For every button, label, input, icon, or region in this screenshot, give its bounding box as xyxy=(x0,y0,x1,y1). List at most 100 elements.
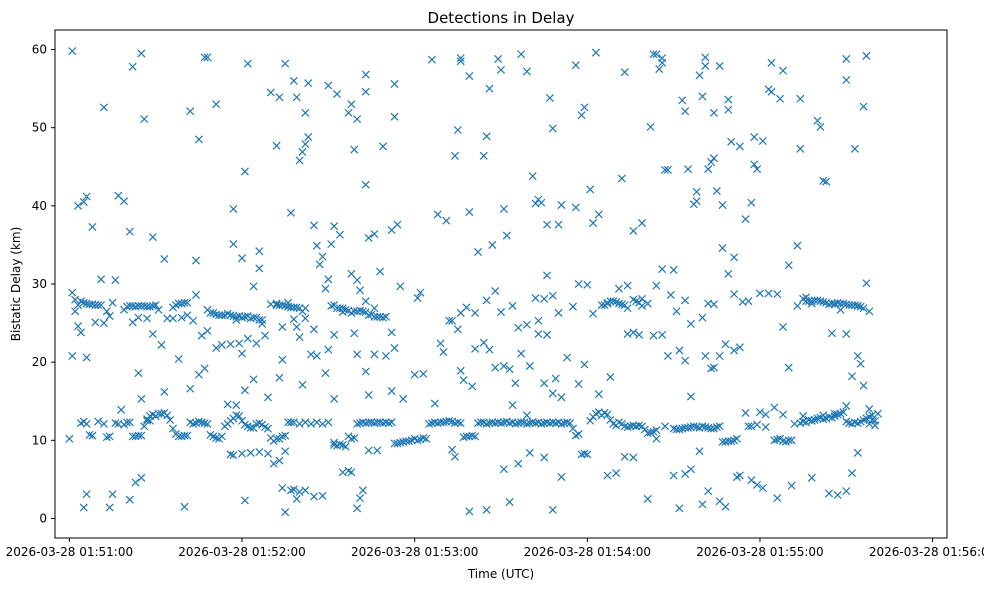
data-point xyxy=(298,147,307,156)
data-point xyxy=(709,108,718,117)
data-point xyxy=(741,408,750,417)
data-point xyxy=(318,419,327,428)
data-point xyxy=(735,142,744,151)
data-point xyxy=(580,103,589,112)
data-point xyxy=(511,379,520,388)
data-point xyxy=(295,333,304,342)
x-tick-label: 2026-03-28 01:53:00 xyxy=(351,545,478,559)
data-point xyxy=(269,459,278,468)
data-point xyxy=(531,294,540,303)
data-point xyxy=(453,325,462,334)
data-point xyxy=(678,96,687,105)
data-point xyxy=(471,308,480,317)
data-point xyxy=(652,281,661,290)
data-point xyxy=(134,369,143,378)
data-point xyxy=(379,142,388,151)
data-point xyxy=(689,422,698,431)
data-point xyxy=(499,204,508,213)
data-point xyxy=(609,297,618,306)
data-point xyxy=(669,265,678,274)
data-point xyxy=(249,313,258,322)
data-point xyxy=(744,422,753,431)
data-point xyxy=(301,140,310,149)
data-point xyxy=(704,165,713,174)
data-point xyxy=(684,165,693,174)
data-point xyxy=(476,418,485,427)
data-point xyxy=(715,61,724,70)
data-point xyxy=(862,279,871,288)
data-point xyxy=(102,307,111,316)
data-point xyxy=(715,351,724,360)
data-point xyxy=(686,465,695,474)
data-point xyxy=(574,430,583,439)
data-point xyxy=(761,410,770,419)
data-point xyxy=(281,431,290,440)
data-point xyxy=(88,222,97,231)
data-point xyxy=(163,314,172,323)
data-point xyxy=(629,453,638,462)
y-tick-label: 0 xyxy=(39,511,47,525)
data-point xyxy=(537,419,546,428)
data-point xyxy=(194,417,203,426)
data-point xyxy=(865,405,874,414)
data-point xyxy=(350,145,359,154)
data-point xyxy=(842,54,851,63)
data-point xyxy=(214,311,224,320)
data-point xyxy=(626,422,635,431)
data-point xyxy=(128,318,137,327)
data-point xyxy=(102,433,111,442)
data-point xyxy=(97,275,106,284)
data-point xyxy=(488,418,497,427)
data-point xyxy=(292,494,301,503)
data-point xyxy=(672,307,681,316)
data-point xyxy=(465,432,474,441)
data-point xyxy=(873,409,882,418)
data-point xyxy=(649,331,658,340)
data-point xyxy=(137,473,146,482)
data-point xyxy=(491,419,500,428)
data-point xyxy=(419,433,428,442)
data-point xyxy=(272,141,281,150)
y-tick-label: 50 xyxy=(32,121,47,135)
data-point xyxy=(94,417,103,426)
data-point xyxy=(238,349,247,358)
data-point xyxy=(137,431,146,440)
data-point xyxy=(859,102,868,111)
data-point xyxy=(154,305,163,314)
data-point xyxy=(281,301,290,310)
data-point xyxy=(261,331,270,340)
data-point xyxy=(350,433,359,442)
data-point xyxy=(301,418,310,427)
data-point xyxy=(853,301,862,310)
data-point xyxy=(292,303,301,312)
data-point xyxy=(289,76,298,85)
data-point xyxy=(848,372,857,381)
data-point xyxy=(620,452,629,461)
data-point xyxy=(361,367,370,376)
data-point xyxy=(99,419,108,428)
data-point xyxy=(735,471,744,480)
data-point xyxy=(255,247,264,256)
data-point xyxy=(730,253,739,262)
data-point xyxy=(355,286,365,295)
data-point xyxy=(770,403,779,412)
data-point xyxy=(557,201,566,210)
data-point xyxy=(157,409,166,418)
data-point xyxy=(718,201,727,210)
data-point xyxy=(295,156,304,165)
data-point xyxy=(120,197,129,206)
data-point xyxy=(318,252,327,261)
data-point xyxy=(488,240,497,249)
data-point xyxy=(240,386,249,395)
data-point xyxy=(272,434,281,443)
data-point xyxy=(574,380,583,389)
data-point xyxy=(543,330,552,339)
data-point xyxy=(390,79,399,88)
data-point xyxy=(522,67,531,76)
data-point xyxy=(73,301,83,310)
data-point xyxy=(603,410,612,419)
data-point xyxy=(698,92,707,101)
data-point xyxy=(652,426,661,435)
data-point xyxy=(658,265,667,274)
data-markers xyxy=(65,47,882,517)
